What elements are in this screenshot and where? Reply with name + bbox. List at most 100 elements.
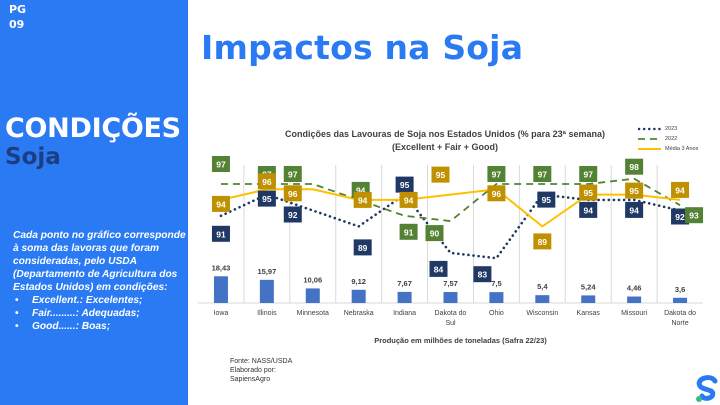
series-2023-label: 95	[262, 194, 272, 204]
x-tick-label: Dakota do	[664, 310, 696, 317]
bar-value-label: 18,43	[212, 263, 231, 272]
series-2022-label-box	[685, 207, 704, 224]
series-2022-label-box	[283, 166, 302, 182]
sidebar: PG 09 CONDIÇÕES Soja Cada ponto no gráfi…	[0, 0, 188, 405]
production-bar	[443, 292, 458, 303]
series-media-label: 96	[262, 177, 272, 187]
bar-value-label: 4,46	[627, 284, 642, 293]
series-media-label: 96	[288, 189, 298, 199]
series-2023-label-box	[579, 201, 598, 218]
chart-legend: 2023 2022 Média 3 Anos	[638, 124, 698, 154]
bar-value-label: 7,5	[491, 279, 501, 288]
bar-value-label: 7,67	[397, 279, 412, 288]
series-2023-label-box	[671, 208, 690, 225]
series-media-label-box	[579, 184, 598, 201]
series-2023-label-box	[473, 266, 492, 283]
series-media-label-box	[353, 191, 372, 208]
legend-swatch-2022	[638, 138, 661, 140]
bar-value-label: 15,97	[257, 267, 276, 276]
series-media-label: 94	[675, 185, 685, 195]
legend-swatch-media	[638, 148, 661, 150]
x-tick-label: Indiana	[393, 310, 416, 317]
sidebar-title: CONDIÇÕES	[5, 113, 181, 144]
x-tick-label: Illinois	[257, 310, 277, 317]
x-axis-title: Produção em milhões de toneladas (Safra …	[374, 336, 547, 345]
series-media-label: 89	[538, 237, 548, 247]
series-2022-label: 97	[288, 170, 298, 180]
series-2022-label: 97	[216, 160, 226, 170]
x-tick-label: Nebraska	[344, 310, 374, 317]
x-tick-label: Iowa	[214, 310, 229, 317]
series-2023-label: 92	[675, 212, 685, 222]
series-media-label-box	[533, 233, 552, 250]
series-2022-label: 98	[629, 162, 639, 172]
series-2023-label: 94	[583, 205, 593, 215]
series-2022-label-box	[399, 223, 418, 240]
production-bar	[351, 289, 366, 303]
series-media-label: 96	[492, 189, 502, 199]
series-2023-label-box	[625, 201, 644, 218]
series-media-label: 95	[583, 188, 593, 198]
series-media-label: 94	[358, 195, 368, 205]
series-2022-label: 94	[356, 185, 366, 195]
series-2023-label: 83	[478, 270, 488, 280]
series-2023-label-box	[283, 206, 302, 223]
series-2023-label-box	[257, 190, 276, 207]
chart-title: Condições das Lavouras de Soja nos Estad…	[285, 129, 605, 152]
x-tick-label: Minnesota	[297, 310, 329, 317]
bar-value-label: 7,57	[443, 279, 458, 288]
x-tick-label: Norte	[671, 320, 688, 327]
bar-value-label: 10,06	[303, 275, 322, 284]
series-media-label-box	[283, 185, 302, 202]
series-media-label-box	[211, 195, 230, 212]
series-media-label-box	[257, 173, 276, 190]
series-2022-label-box	[425, 225, 444, 242]
condition-item: Good......: Boas;	[13, 320, 188, 333]
series-media-label-box	[671, 181, 690, 198]
series-2022-label: 97	[583, 170, 593, 180]
production-bar	[259, 279, 274, 303]
series-media-label-box	[625, 182, 644, 199]
production-bar	[535, 295, 550, 303]
production-bar	[627, 296, 642, 303]
page-number: PG 09	[9, 3, 27, 31]
sidebar-description: Cada ponto no gráfico corresponde à soma…	[13, 229, 188, 333]
source-note: Fonte: NASS/USDA Elaborado por: SapiensA…	[230, 358, 293, 383]
series-media-label-box	[399, 191, 418, 208]
production-bar	[305, 288, 320, 303]
series-media-label: 94	[216, 199, 226, 209]
bar-value-label: 3,6	[675, 285, 685, 294]
x-tick-label: Sul	[445, 320, 456, 327]
series-2022-label-box	[625, 158, 644, 175]
series-2023-label: 92	[288, 210, 298, 220]
series-2022-label-box	[487, 166, 506, 182]
series-2023-label: 95	[542, 195, 552, 205]
series-media-label-box	[487, 185, 506, 202]
series-media-label: 95	[629, 186, 639, 196]
series-2022-label: 97	[538, 170, 548, 180]
series-2022-line	[220, 177, 681, 223]
series-2023-label: 94	[629, 205, 639, 215]
production-bar	[489, 292, 504, 303]
production-bar	[213, 276, 228, 303]
production-bar	[673, 297, 688, 303]
series-2023-line	[219, 192, 682, 260]
legend-swatch-2023	[638, 127, 661, 131]
bar-value-label: 5,24	[581, 282, 596, 291]
x-tick-label: Ohio	[489, 310, 504, 317]
bar-value-label: 5,4	[537, 282, 548, 291]
series-2023-label: 91	[216, 229, 226, 239]
series-2023-label-box	[395, 176, 414, 193]
sapiensagro-logo-icon	[696, 375, 718, 402]
condition-item: Fair.........: Adequadas;	[13, 307, 188, 320]
legend-item-media: Média 3 Anos	[638, 144, 698, 154]
x-tick-label: Missouri	[621, 310, 648, 317]
series-2022-label: 91	[404, 227, 414, 237]
series-2023-label-box	[429, 260, 448, 277]
legend-item-2022: 2022	[638, 134, 698, 144]
series-2023-label-box	[211, 225, 230, 242]
series-2023-label-box	[537, 191, 556, 208]
x-tick-label: Dakota do	[435, 310, 467, 317]
series-2022-label: 93	[689, 211, 699, 221]
series-2022-label-box	[533, 166, 552, 182]
